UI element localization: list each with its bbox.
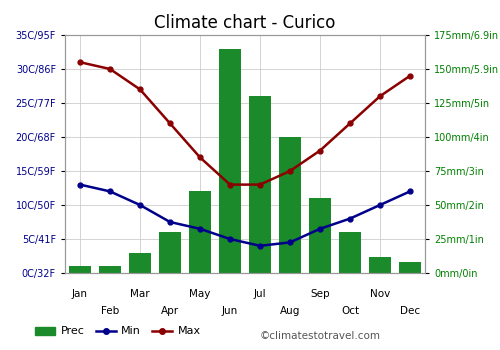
Bar [69,266,91,273]
Bar [189,191,211,273]
Bar [249,96,271,273]
Text: ©climatestotravel.com: ©climatestotravel.com [260,331,381,341]
Text: Jul: Jul [254,289,266,299]
Bar [339,232,361,273]
Bar [129,253,151,273]
Text: Nov: Nov [370,289,390,299]
Text: May: May [190,289,210,299]
Text: Apr: Apr [161,306,179,316]
Legend: Prec, Min, Max: Prec, Min, Max [30,322,205,341]
Bar [369,257,391,273]
Text: Feb: Feb [101,306,119,316]
Bar [309,198,331,273]
Text: Oct: Oct [341,306,359,316]
Text: Mar: Mar [130,289,150,299]
Text: Jan: Jan [72,289,88,299]
Text: Sep: Sep [310,289,330,299]
Bar [399,262,421,273]
Text: Dec: Dec [400,306,420,316]
Bar [159,232,181,273]
Text: Jun: Jun [222,306,238,316]
Text: Aug: Aug [280,306,300,316]
Bar [99,266,121,273]
Bar [279,137,301,273]
Bar [219,49,241,273]
Title: Climate chart - Curico: Climate chart - Curico [154,14,336,32]
